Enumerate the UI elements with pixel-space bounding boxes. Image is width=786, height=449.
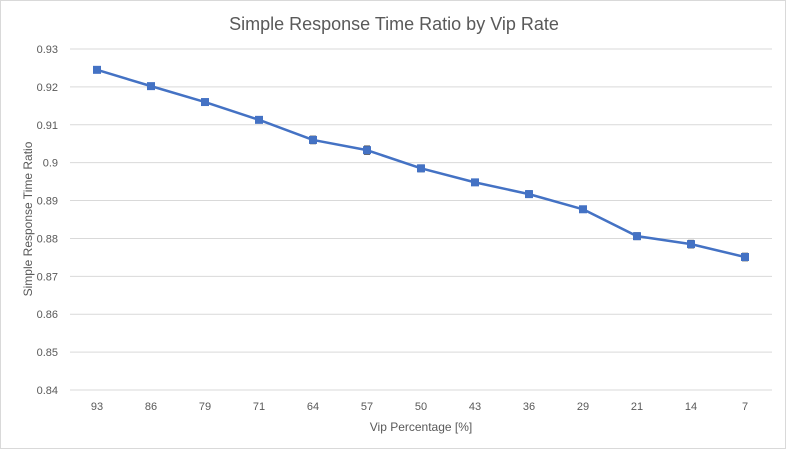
data-point [309, 135, 317, 144]
x-tick-label: 36 [523, 401, 535, 413]
series-line [96, 68, 746, 259]
x-tick-label: 14 [685, 401, 697, 413]
data-point [471, 178, 479, 187]
y-tick-label: 0.84 [37, 385, 58, 397]
data-point [201, 98, 209, 107]
y-tick-label: 0.87 [37, 271, 58, 283]
x-tick-label: 86 [145, 401, 157, 413]
x-tick-label: 50 [415, 401, 427, 413]
data-point [255, 115, 263, 124]
y-tick-label: 0.88 [37, 233, 58, 245]
series-layer [93, 65, 749, 262]
x-tick-label: 64 [307, 401, 319, 413]
y-tick-label: 0.91 [37, 120, 58, 132]
x-tick-label: 57 [361, 401, 373, 413]
data-point [93, 65, 101, 74]
x-tick-label: 21 [631, 401, 643, 413]
data-point [417, 164, 425, 173]
data-point [363, 146, 371, 155]
y-axis-label: Simple Response Time Ratio [21, 141, 35, 296]
y-tick-label: 0.92 [37, 82, 58, 94]
y-tick-label: 0.93 [37, 44, 58, 56]
data-point [525, 190, 533, 199]
x-tick-label: 7 [742, 401, 748, 413]
x-tick-label: 93 [91, 401, 103, 413]
y-tick-label: 0.89 [37, 196, 58, 208]
y-tick-label: 0.9 [43, 158, 58, 170]
x-tick-labels: 93 86 79 71 64 57 50 43 36 29 21 14 7 [91, 401, 748, 413]
data-point [741, 253, 749, 262]
x-tick-label: 79 [199, 401, 211, 413]
grid-layer [70, 48, 772, 391]
x-tick-label: 29 [577, 401, 589, 413]
data-point [579, 205, 587, 214]
x-tick-label: 71 [253, 401, 265, 413]
data-point [147, 82, 155, 91]
x-tick-label: 43 [469, 401, 481, 413]
y-tick-labels: 0.84 0.85 0.86 0.87 0.88 0.89 0.9 0.91 0.92 0.93 [37, 44, 58, 397]
data-point [687, 240, 695, 249]
y-tick-label: 0.86 [37, 309, 58, 321]
x-axis-label: Vip Percentage [%] [370, 420, 473, 434]
y-tick-label: 0.85 [37, 347, 58, 359]
chart-title: Simple Response Time Ratio by Vip Rate [229, 14, 559, 34]
data-point [633, 232, 641, 241]
